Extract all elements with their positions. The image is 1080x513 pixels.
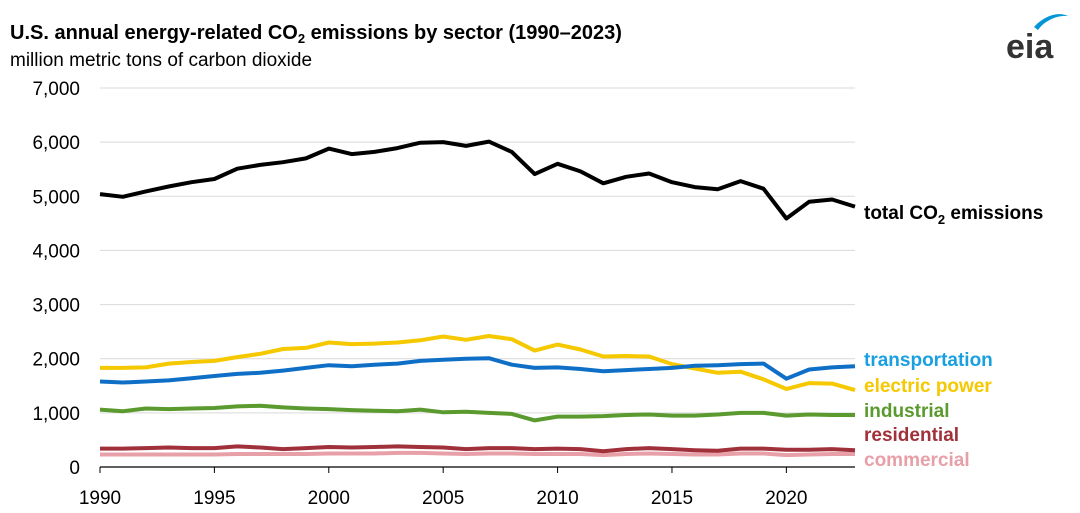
y-tick-label: 1,000 (32, 404, 80, 425)
y-tick-label: 4,000 (32, 241, 80, 262)
y-tick-label: 0 (69, 458, 80, 479)
series-line-electric_power (100, 334, 856, 393)
series-line-transportation (99, 356, 856, 385)
y-tick-label: 2,000 (32, 350, 80, 371)
x-tick-label: 2020 (765, 488, 807, 509)
series-label-commercial: commercial (864, 450, 970, 471)
y-tick-label: 3,000 (32, 296, 80, 317)
series-label-transportation: transportation (864, 350, 993, 371)
y-tick-label: 6,000 (32, 133, 80, 154)
series-label-subscript: 2 (938, 212, 945, 227)
x-tick-label: 2000 (308, 488, 350, 509)
series-label-main: total CO (864, 203, 938, 224)
logo-swoosh (1034, 14, 1068, 30)
eia-logo: eia (1006, 14, 1068, 65)
series-line-residential (100, 444, 856, 454)
series-label-total: total CO2 emissions (864, 203, 1043, 227)
logo-text: eia (1006, 28, 1054, 65)
title-rest: emissions by sector (1990–2023) (305, 22, 622, 44)
title-subscript: 2 (297, 31, 306, 46)
series-line-industrial (99, 403, 855, 423)
x-tick-label: 2005 (422, 488, 464, 509)
series-label-rest: emissions (945, 203, 1043, 224)
x-tick-label: 1995 (193, 488, 235, 509)
x-tick-label: 2015 (651, 488, 693, 509)
y-tick-label: 5,000 (32, 187, 80, 208)
series-line-commercial (100, 450, 855, 458)
series-label-residential: residential (864, 425, 959, 446)
title-main: U.S. annual energy-related CO (10, 22, 298, 44)
series-label-electric_power: electric power (864, 376, 992, 397)
chart-title: U.S. annual energy-related CO2 emissions… (10, 22, 622, 46)
x-tick-label: 2010 (536, 488, 578, 509)
series-line-total (99, 139, 856, 221)
chart-subtitle: million metric tons of carbon dioxide (10, 50, 313, 71)
y-tick-label: 7,000 (32, 79, 80, 100)
series-label-industrial: industrial (864, 401, 950, 422)
x-tick-label: 1990 (79, 488, 121, 509)
